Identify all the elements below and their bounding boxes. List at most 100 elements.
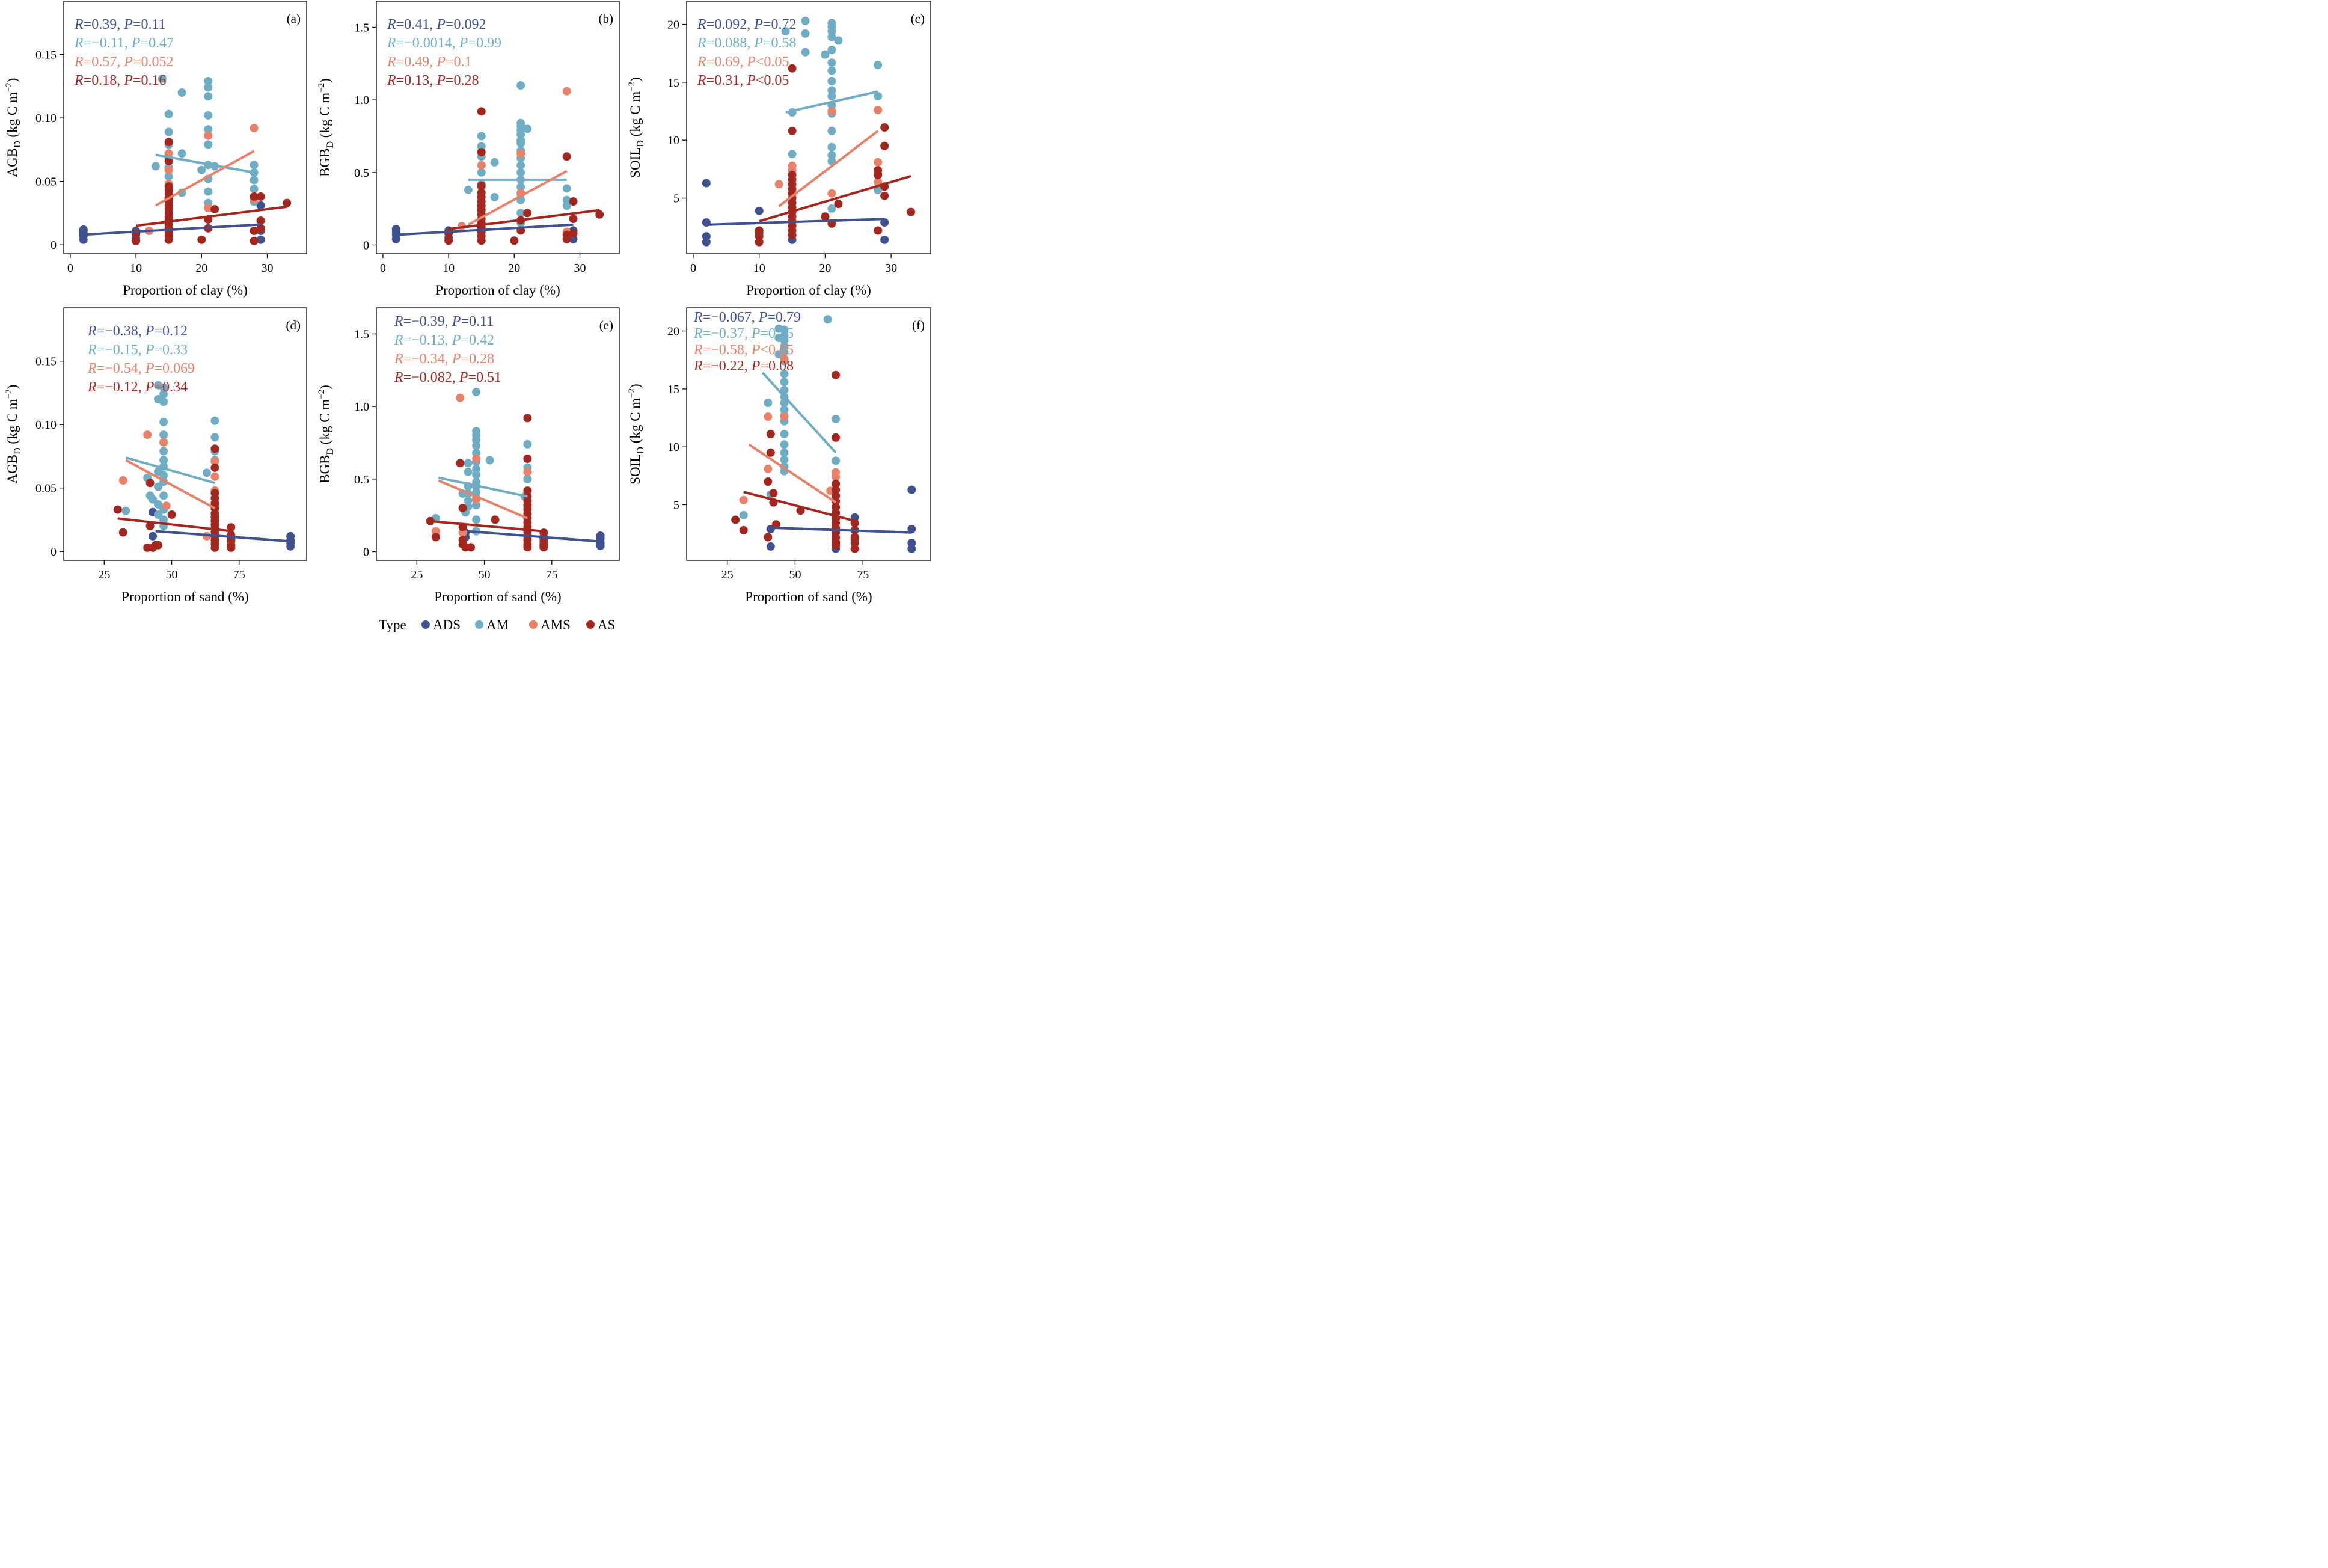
data-point xyxy=(755,226,764,235)
x-tick-label: 10 xyxy=(443,262,455,275)
data-point xyxy=(780,385,789,394)
data-point xyxy=(464,497,473,505)
data-point xyxy=(764,464,773,473)
fit-line-ADS xyxy=(396,223,574,236)
data-point xyxy=(739,525,748,534)
y-tick-label: 0.10 xyxy=(35,418,57,432)
x-tick-label: 25 xyxy=(411,568,423,581)
stat-AM: R=−0.0014, P=0.99 xyxy=(387,35,501,51)
data-point xyxy=(907,539,916,548)
data-point xyxy=(827,151,836,160)
data-point xyxy=(874,106,883,115)
data-point xyxy=(477,142,486,151)
fit-line-AM xyxy=(125,456,215,485)
data-point xyxy=(477,181,486,190)
panel-a: 0 10 20 30 0 0.05 0.10 0.15 Proportion of clay (… xyxy=(4,1,307,298)
data-point xyxy=(143,430,152,439)
data-point xyxy=(569,234,578,243)
y-tick-label: 0.5 xyxy=(354,473,369,486)
data-point xyxy=(456,393,465,402)
data-point xyxy=(595,210,604,219)
stat-AMS: R=0.49, P=0.1 xyxy=(387,54,471,70)
data-point xyxy=(121,506,130,515)
data-point xyxy=(874,171,883,179)
data-point xyxy=(202,468,211,477)
data-point xyxy=(164,235,173,244)
data-point xyxy=(523,486,532,495)
y-tick-label: 15 xyxy=(667,383,679,396)
data-point xyxy=(874,177,883,186)
series-AMS xyxy=(457,87,571,236)
data-point xyxy=(523,467,532,476)
data-point xyxy=(850,544,859,553)
data-point xyxy=(146,522,155,530)
data-point xyxy=(167,510,176,519)
x-tick-label: 10 xyxy=(753,262,765,275)
data-point xyxy=(477,107,486,116)
data-point xyxy=(827,189,836,198)
data-point xyxy=(562,230,571,239)
x-axis-title: Proportion of clay (%) xyxy=(123,283,248,298)
data-point xyxy=(771,520,780,529)
data-point xyxy=(490,158,499,167)
data-point xyxy=(79,225,88,234)
data-point xyxy=(204,187,213,196)
data-point xyxy=(739,495,748,504)
stat-AS: R=0.18, P=0.16 xyxy=(74,73,166,88)
y-axis-title: BGBD (kg C m−2) xyxy=(317,78,335,177)
data-point xyxy=(874,186,883,194)
data-point xyxy=(827,27,836,36)
data-point xyxy=(204,125,213,134)
data-point xyxy=(880,235,889,244)
data-point xyxy=(827,92,836,100)
data-point xyxy=(755,237,764,247)
data-point xyxy=(204,204,213,212)
y-axis-title: BGBD (kg C m−2) xyxy=(317,385,335,483)
data-point xyxy=(780,399,789,407)
data-point xyxy=(159,390,168,399)
data-point xyxy=(256,216,265,225)
legend-marker-AS xyxy=(586,620,595,629)
data-point xyxy=(250,185,259,194)
data-point xyxy=(250,161,259,170)
data-point xyxy=(164,156,173,165)
panel-f: 25 50 75 5 10 15 20 Proportion of sand (%) SOILD… xyxy=(627,307,931,604)
data-point xyxy=(210,433,219,442)
data-point xyxy=(850,533,859,542)
data-point xyxy=(832,541,841,550)
y-tick-label: 10 xyxy=(667,441,679,454)
legend-label-AS: AS xyxy=(598,617,615,632)
data-point xyxy=(823,315,832,324)
data-point xyxy=(464,459,473,468)
data-point xyxy=(456,459,465,468)
stat-AM: R=−0.37, P=0.15 xyxy=(693,326,794,341)
x-tick-label: 30 xyxy=(885,262,897,275)
panel-letter: (c) xyxy=(911,11,925,26)
x-axis-title: Proportion of clay (%) xyxy=(746,283,871,298)
data-point xyxy=(250,227,259,235)
data-point xyxy=(159,438,168,447)
fit-line-AM xyxy=(438,476,528,498)
data-point xyxy=(569,197,578,206)
series-AS xyxy=(426,414,548,552)
data-point xyxy=(731,515,740,524)
data-point xyxy=(562,87,571,96)
data-point xyxy=(256,192,265,201)
data-point xyxy=(210,205,219,214)
data-point xyxy=(755,232,764,241)
y-tick-label: 5 xyxy=(673,192,679,206)
data-point xyxy=(832,479,841,488)
data-point xyxy=(766,448,775,457)
data-point xyxy=(764,477,773,486)
panel-letter: (f) xyxy=(912,318,925,332)
y-tick-label: 0.05 xyxy=(35,176,57,189)
data-point xyxy=(832,370,841,379)
data-point xyxy=(780,440,789,449)
data-point xyxy=(159,417,168,426)
y-tick-label: 0.05 xyxy=(35,482,57,495)
legend: Type ADS AM AMS AS xyxy=(379,617,615,632)
y-tick-label: 0.5 xyxy=(354,167,369,180)
data-point xyxy=(256,235,265,244)
data-point xyxy=(832,415,841,423)
data-point xyxy=(210,457,219,466)
